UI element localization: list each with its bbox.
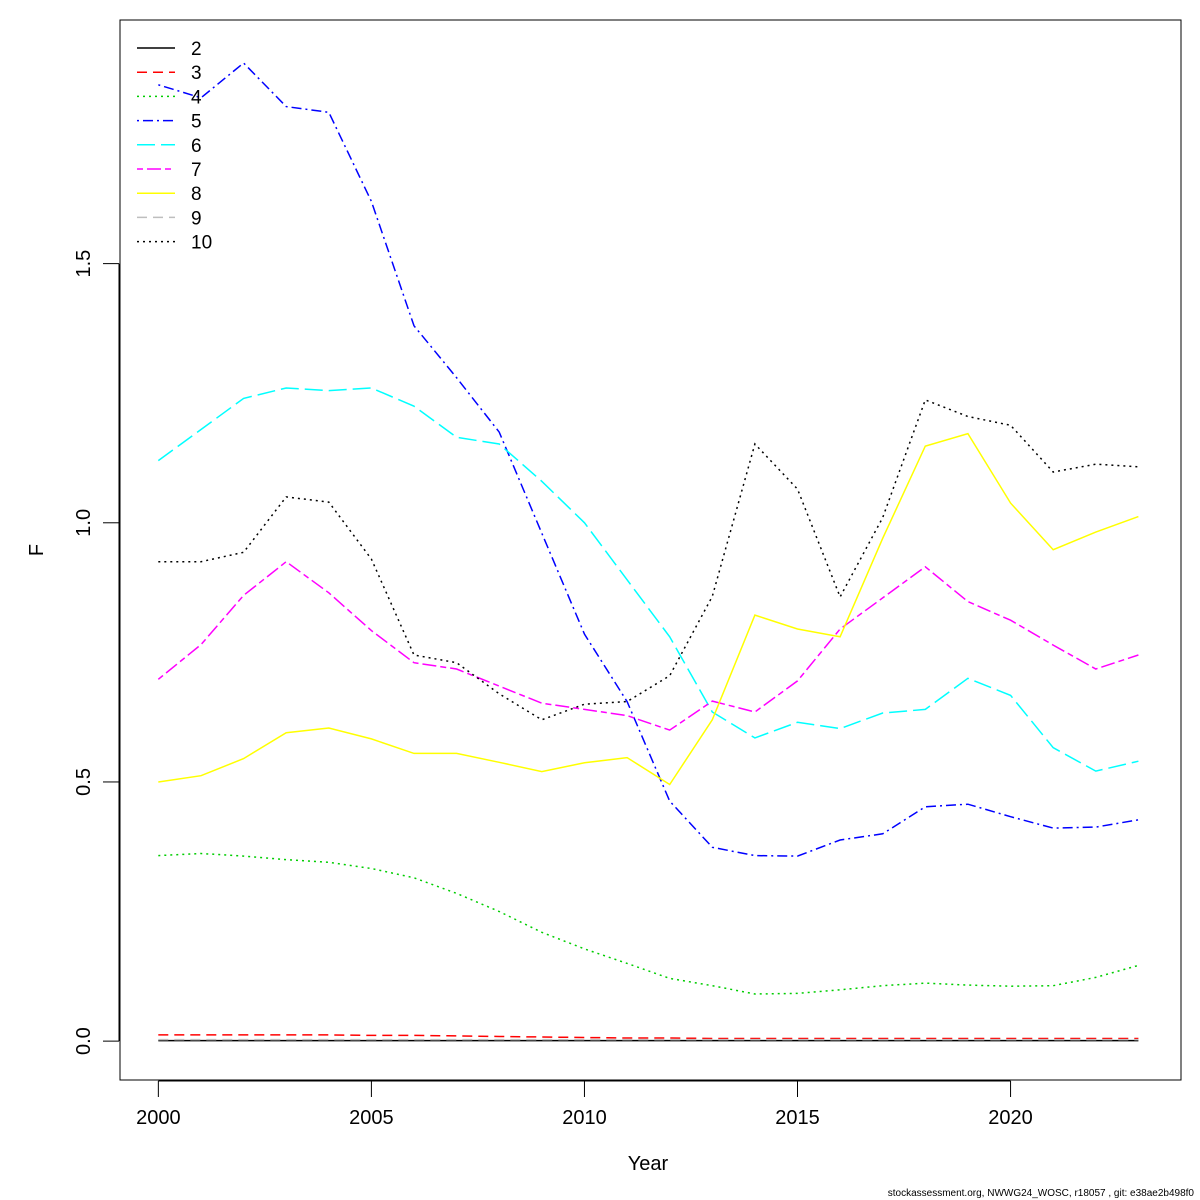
legend-label-5: 5: [191, 112, 202, 133]
series-line-4: [158, 852, 1139, 995]
legend-label-3: 3: [191, 63, 202, 84]
x-tick-label: 2000: [136, 1107, 181, 1129]
series-line-5: [158, 61, 1139, 857]
legend-label-6: 6: [191, 136, 202, 157]
x-tick-label: 2010: [562, 1107, 607, 1129]
legend: 2 3 4 5 6 7 8 9 10: [137, 39, 212, 254]
legend-label-4: 4: [191, 87, 202, 108]
series-line-6: [157, 387, 1139, 772]
legend-label-2: 2: [191, 39, 202, 60]
x-axis: 2000 2005 2010 2015 2020: [136, 1080, 1033, 1129]
series-line-8: [158, 432, 1139, 786]
x-tick-label: 2005: [349, 1107, 394, 1129]
legend-label-10: 10: [191, 233, 212, 254]
y-tick-label: 0.0: [73, 1027, 95, 1055]
legend-label-9: 9: [191, 208, 202, 229]
plot-frame: [119, 19, 1182, 1081]
y-axis: 0.0 0.5 1.0 1.5: [73, 250, 120, 1055]
x-axis-title: Year: [628, 1153, 669, 1175]
footer-credit: stockassessment.org, NWWG24_WOSC, r18057…: [888, 1188, 1195, 1199]
x-tick-label: 2015: [775, 1107, 820, 1129]
series-line-3: [158, 1034, 1139, 1040]
series-layer: [157, 61, 1139, 1042]
y-tick-label: 1.5: [73, 250, 95, 278]
series-line-7: [157, 560, 1139, 731]
legend-label-8: 8: [191, 184, 202, 205]
y-tick-label: 1.0: [73, 509, 95, 537]
x-tick-label: 2020: [988, 1107, 1033, 1129]
legend-label-7: 7: [191, 160, 202, 181]
y-axis-title: F: [26, 544, 48, 556]
y-tick-label: 0.5: [73, 768, 95, 796]
